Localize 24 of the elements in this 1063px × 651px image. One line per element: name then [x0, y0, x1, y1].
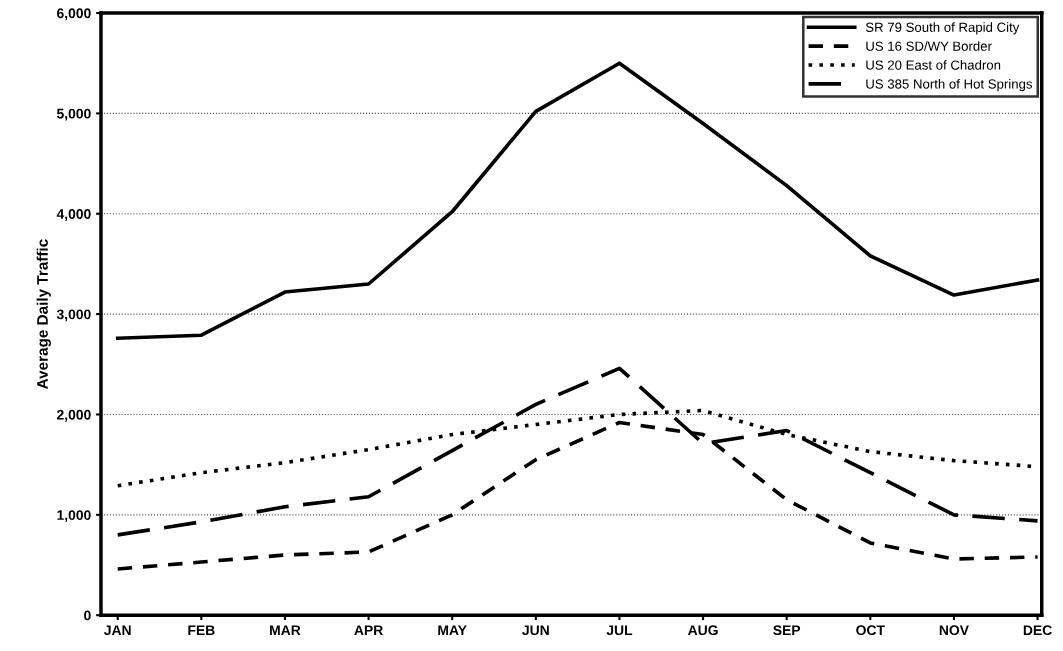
y-tick-label: 4,000: [56, 209, 91, 221]
x-tick-label: SEP: [773, 625, 801, 636]
x-tick-label: OCT: [856, 625, 885, 636]
y-tick-label: 5,000: [56, 108, 91, 121]
y-tick-label: 2,000: [56, 409, 91, 422]
y-tick-label: 1,000: [57, 510, 91, 523]
y-axis-title: Average Daily Traffic: [36, 239, 51, 390]
x-tick-label: APR: [354, 625, 383, 635]
y-tick-label: 3,000: [56, 309, 91, 322]
x-tick-label: JAN: [104, 625, 131, 636]
legend-label: US 385 North of Hot Springs: [866, 78, 1033, 92]
x-tick-label: JUN: [522, 625, 549, 636]
y-tick-label: 6,000: [57, 8, 91, 21]
legend-label: US 16 SD/WY Border: [866, 41, 992, 51]
x-tick-label: MAY: [438, 625, 467, 635]
y-tick-label: 0: [84, 610, 91, 621]
legend-label: US 20 East of Chadron: [866, 60, 1001, 70]
x-tick-label: NOV: [939, 625, 969, 636]
x-tick-label: DEC: [1023, 625, 1052, 636]
x-tick-label: AUG: [687, 625, 718, 636]
legend-label: SR 79 South of Rapid City: [865, 22, 1020, 35]
x-tick-label: MAR: [270, 625, 301, 635]
x-tick-label: FEB: [188, 625, 215, 635]
x-tick-label: JUL: [606, 625, 633, 636]
